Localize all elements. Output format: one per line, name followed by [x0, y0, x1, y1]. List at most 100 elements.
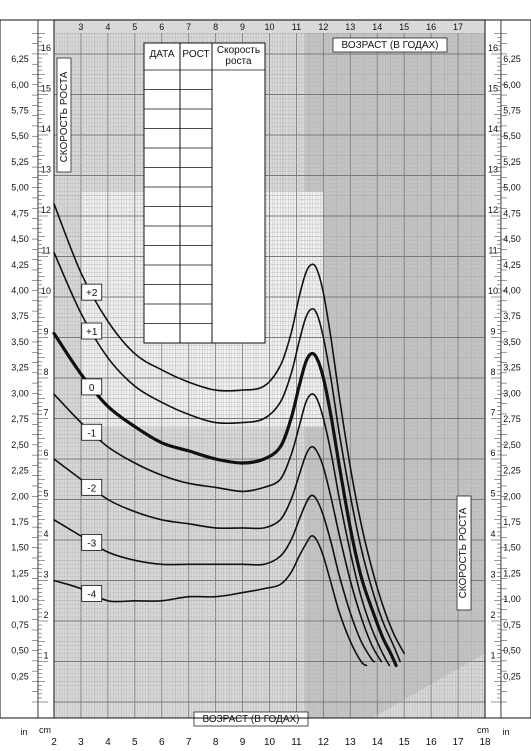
- inch-tick-label-left: 5,00: [11, 183, 29, 193]
- cm-tick-label-left: 8: [43, 367, 48, 377]
- series-label-box: [81, 283, 103, 301]
- x-tick-label-bottom: 6: [159, 737, 165, 748]
- cm-tick-label-right: 12: [488, 205, 498, 215]
- inch-tick-label-right: 3,50: [503, 337, 521, 347]
- x-tick-label-top: 14: [372, 22, 382, 32]
- inch-tick-label-left: 3,00: [11, 388, 29, 398]
- inch-tick-label-left: 1,75: [11, 517, 29, 527]
- cm-tick-label-right: 15: [488, 84, 498, 94]
- inch-tick-label-right: 2,25: [503, 466, 521, 476]
- inch-tick-label-right: 5,25: [503, 157, 521, 167]
- inch-tick-label-right: 0,75: [503, 620, 521, 630]
- x-tick-label-bottom: 15: [399, 737, 411, 748]
- inch-tick-label-right: 5,50: [503, 131, 521, 141]
- inch-tick-label-right: 4,25: [503, 260, 521, 270]
- x-tick-label-bottom: 7: [186, 737, 192, 748]
- cm-tick-label-right: 11: [488, 246, 497, 256]
- top-axis-title: ВОЗРАСТ (В ГОДАХ): [341, 40, 438, 51]
- cm-tick-label-right: 13: [488, 165, 498, 175]
- cm-tick-label-right: 4: [490, 529, 495, 539]
- cm-tick-label-left: 4: [43, 529, 48, 539]
- x-tick-label-bottom: 13: [345, 737, 357, 748]
- series-label-box: [81, 585, 103, 602]
- inch-tick-label-left: 2,25: [11, 466, 29, 476]
- cm-tick-label-right: 6: [490, 448, 495, 458]
- inch-tick-label-right: 0,50: [503, 646, 521, 656]
- axis-text: ВОЗРАСТ (В ГОДАХ) ВОЗРАСТ (В ГОДАХ) СКОР…: [20, 40, 509, 737]
- inch-tick-label-left: 4,25: [11, 260, 29, 270]
- cm-tick-label-left: 15: [41, 84, 51, 94]
- bottom-axis-title-box: [193, 711, 309, 727]
- x-tick-label-bottom: 17: [453, 737, 465, 748]
- x-tick-label-top: 11: [292, 22, 301, 32]
- inch-tick-label-left: 2,00: [11, 491, 29, 501]
- x-tick-label-top: 3: [78, 22, 83, 32]
- inch-tick-label-left: 0,75: [11, 620, 29, 630]
- cm-tick-label-left: 7: [43, 408, 48, 418]
- inch-scale-left: [0, 19, 39, 719]
- x-tick-label-bottom: 10: [264, 737, 276, 748]
- x-tick-label-top: 13: [345, 22, 355, 32]
- cm-tick-label-left: 16: [41, 43, 51, 53]
- series-lines: [52, 203, 405, 668]
- cm-tick-label-right: 5: [490, 489, 495, 499]
- inch-tick-label-right: 0,25: [503, 671, 521, 681]
- cm-tick-label-right: 2: [490, 610, 495, 620]
- x-tick-label-bottom: 9: [240, 737, 246, 748]
- series-label-box: [81, 378, 103, 396]
- x-tick-label-top: 16: [426, 22, 436, 32]
- cm-tick-label-right: 7: [490, 408, 495, 418]
- x-tick-label-top: 10: [264, 22, 274, 32]
- inch-tick-label-left: 5,75: [11, 105, 29, 115]
- x-tick-label-bottom: 12: [318, 737, 330, 748]
- x-tick-label-top: 6: [159, 22, 164, 32]
- x-tick-label-top: 12: [318, 22, 328, 32]
- unit-in-label-right: in: [502, 727, 509, 737]
- series-label: -4: [87, 589, 96, 600]
- cm-tick-label-left: 3: [43, 570, 48, 580]
- x-tick-label-bottom: 14: [372, 737, 384, 748]
- inch-tick-label-left: 5,50: [11, 131, 29, 141]
- inch-tick-label-right: 3,00: [503, 388, 521, 398]
- inch-tick-label-right: 1,25: [503, 568, 521, 578]
- inch-tick-label-right: 4,50: [503, 234, 521, 244]
- series-label-box: [81, 322, 103, 340]
- x-tick-label-bottom: 5: [132, 737, 138, 748]
- cm-tick-label-left: 13: [41, 165, 51, 175]
- series-label: -3: [87, 538, 96, 549]
- cm-tick-label-left: 12: [41, 205, 51, 215]
- series-line-4: [53, 445, 383, 663]
- inch-tick-label-right: 2,75: [503, 414, 521, 424]
- inch-tick-label-left: 6,00: [11, 80, 29, 90]
- table-header-height: РОСТ: [182, 49, 209, 60]
- inch-tick-label-right: 5,75: [503, 105, 521, 115]
- inch-tick-label-right: 2,50: [503, 440, 521, 450]
- inch-tick-label-left: 1,25: [11, 568, 29, 578]
- unit-cm-label-right: cm: [477, 725, 489, 735]
- inch-tick-label-left: 0,25: [11, 671, 29, 681]
- series-line-6: [53, 535, 368, 667]
- inch-tick-label-right: 1,50: [503, 543, 521, 553]
- cm-tick-label-right: 3: [490, 570, 495, 580]
- x-tick-label-top: 4: [105, 22, 110, 32]
- x-tick-label-bottom: 18: [479, 737, 491, 748]
- table-header-date: ДАТА: [149, 49, 174, 60]
- x-tick-label-top: 9: [240, 22, 245, 32]
- cm-tick-label-right: 10: [488, 286, 498, 296]
- series-label: -2: [87, 483, 96, 494]
- cm-tick-label-right: 8: [490, 367, 495, 377]
- right-axis-title-box: [456, 495, 472, 611]
- cm-tick-label-right: 1: [490, 651, 495, 661]
- top-axis-title-box: [332, 37, 448, 53]
- dense-grid-zone: [304, 20, 485, 718]
- cm-tick-label-right: 14: [488, 124, 498, 134]
- x-tick-label-top: 5: [132, 22, 137, 32]
- cm-tick-label-left: 5: [43, 489, 48, 499]
- inch-tick-label-left: 6,25: [11, 54, 29, 64]
- inch-tick-label-right: 3,25: [503, 363, 521, 373]
- cm-tick-label-left: 6: [43, 448, 48, 458]
- cm-tick-label-right: 16: [488, 43, 498, 53]
- inch-tick-label-left: 2,75: [11, 414, 29, 424]
- inch-tick-label-right: 6,00: [503, 80, 521, 90]
